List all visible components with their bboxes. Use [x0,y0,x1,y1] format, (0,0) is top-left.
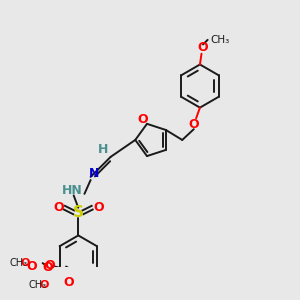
Text: O: O [188,118,199,131]
Text: O: O [27,260,37,273]
Text: O: O [21,258,30,268]
Text: O: O [44,259,55,272]
Text: O: O [53,201,64,214]
Text: O: O [63,276,74,289]
Text: O: O [40,280,49,290]
Text: H: H [98,143,108,156]
Text: CH₃: CH₃ [10,258,28,268]
Text: N: N [88,167,99,180]
Text: O: O [42,261,52,274]
Text: HN: HN [62,184,82,196]
Text: CH₃: CH₃ [28,280,47,290]
Text: O: O [137,113,148,127]
Text: S: S [73,205,84,220]
Text: O: O [198,41,208,54]
Text: CH₃: CH₃ [211,35,230,45]
Text: O: O [93,201,104,214]
